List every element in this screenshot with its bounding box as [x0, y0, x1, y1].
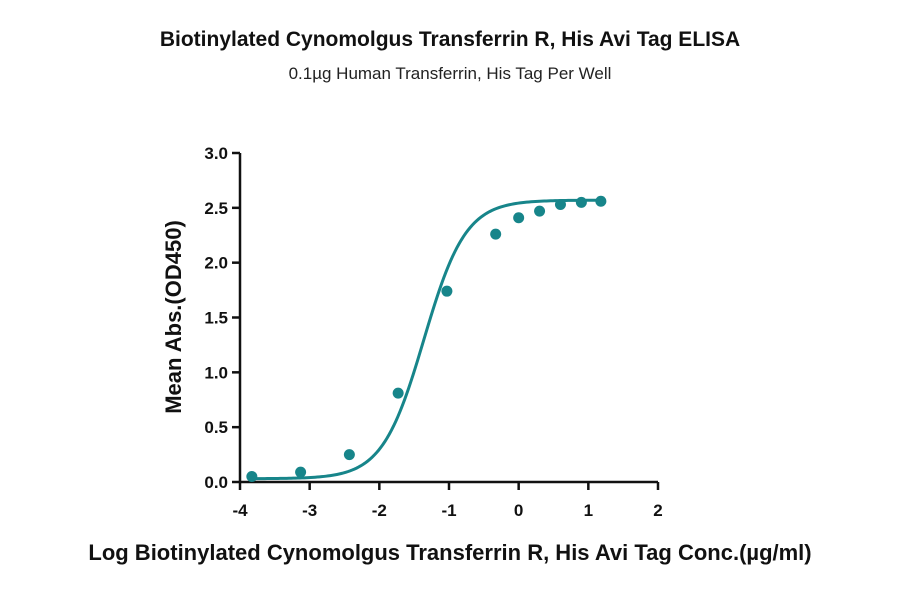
y-tick-label: 1.5	[204, 309, 228, 328]
x-tick-label: -4	[232, 501, 248, 520]
x-tick-label: 1	[584, 501, 593, 520]
data-point	[575, 196, 587, 208]
data-point	[392, 387, 404, 399]
x-tick-label: 0	[514, 501, 523, 520]
y-tick-label: 1.0	[204, 363, 228, 382]
y-tick-label: 0.5	[204, 418, 228, 437]
y-tick-label: 0.0	[204, 473, 228, 492]
data-points	[246, 195, 607, 483]
chart-title: Biotinylated Cynomolgus Transferrin R, H…	[159, 28, 741, 51]
data-point	[554, 199, 566, 211]
data-point	[534, 205, 546, 217]
x-axis-title: Log Biotinylated Cynomolgus Transferrin …	[88, 540, 811, 565]
data-point	[490, 228, 502, 240]
data-point	[513, 212, 525, 224]
fit-curve	[251, 198, 601, 481]
axes	[238, 153, 658, 484]
x-tick-label: -2	[372, 501, 387, 520]
ticks: 0.0 0.5 1.0 1.5 2.0 2.5 3.0 -4 -3 -2 -1 0 1 2	[204, 144, 662, 520]
y-tick-label: 2.5	[204, 199, 228, 218]
y-axis-title: Mean Abs.(OD450)	[161, 220, 186, 414]
x-tick-label: -1	[441, 501, 456, 520]
data-point	[295, 466, 307, 478]
y-tick-label: 2.0	[204, 254, 228, 273]
data-point	[343, 449, 355, 461]
x-tick-label: 2	[653, 501, 662, 520]
y-tick-label: 3.0	[204, 144, 228, 163]
data-point	[441, 285, 453, 297]
data-point	[595, 195, 607, 207]
x-tick-label: -3	[302, 501, 317, 520]
data-point	[246, 471, 258, 483]
chart-subtitle: 0.1µg Human Transferrin, His Tag Per Wel…	[288, 64, 612, 83]
